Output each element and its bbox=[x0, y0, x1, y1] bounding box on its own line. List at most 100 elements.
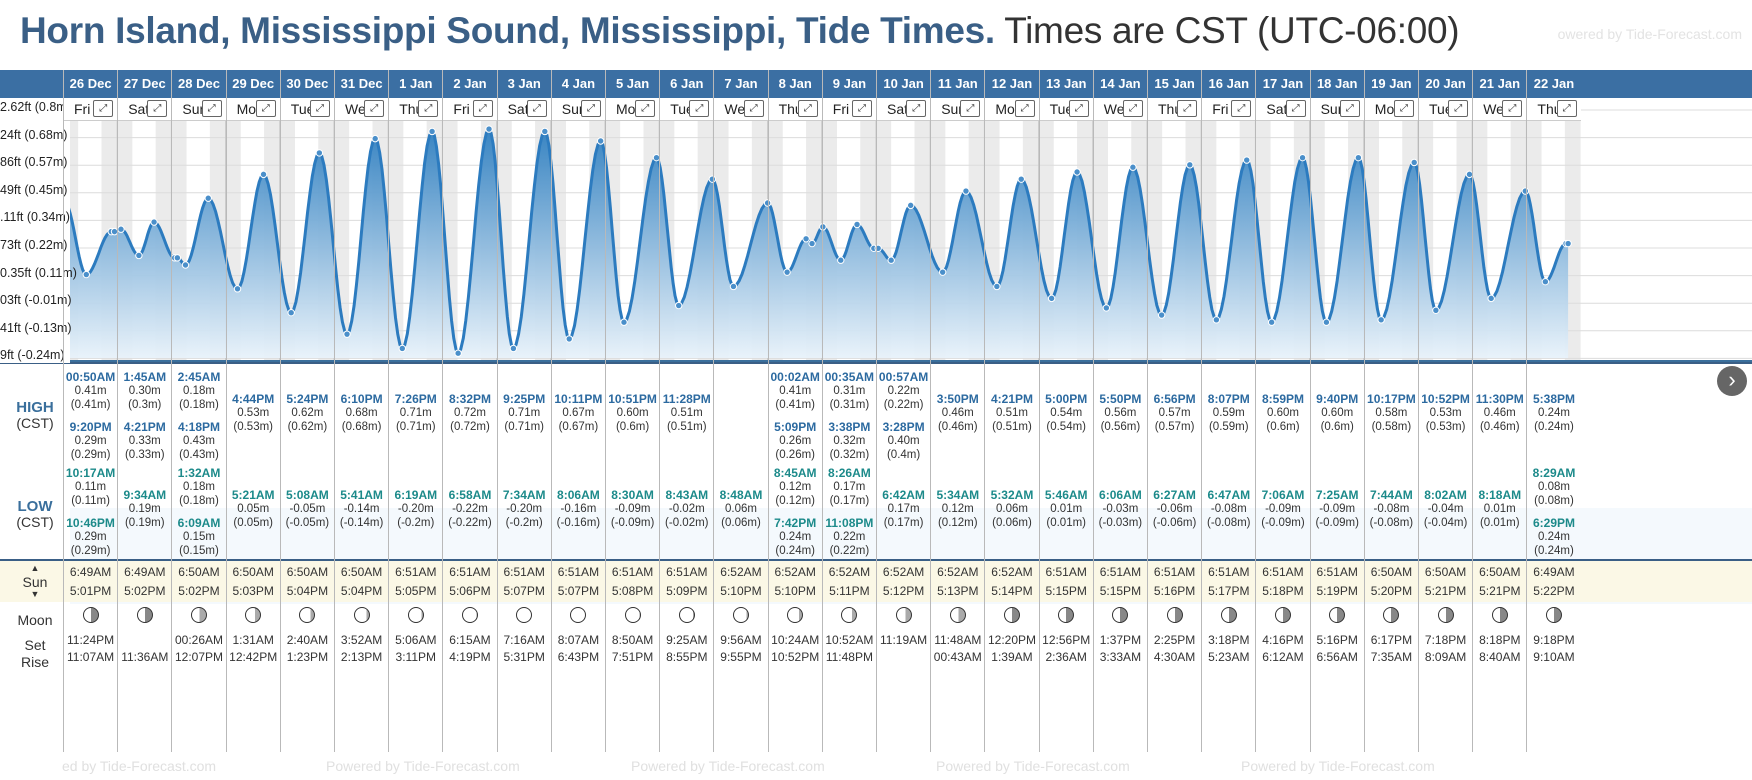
tide-height-alt: (0.17m) bbox=[883, 517, 924, 529]
expand-icon[interactable]: ⤢ bbox=[472, 100, 493, 117]
watermark-text: Powered by Tide-Forecast.com bbox=[631, 758, 825, 774]
day-of-week: Wed ⤢ bbox=[1473, 98, 1527, 121]
tide-height: 0.67m bbox=[562, 407, 595, 419]
sunset-time: 5:09PM bbox=[666, 584, 708, 598]
moon-times: 12:56PM 2:36AM bbox=[1040, 602, 1093, 681]
expand-icon[interactable]: ⤢ bbox=[906, 100, 927, 117]
sun-times: 6:52AM 5:10PM bbox=[769, 561, 822, 605]
tide-time: 7:25AM bbox=[1315, 488, 1359, 502]
expand-icon[interactable]: ⤢ bbox=[635, 100, 656, 117]
tide-point bbox=[808, 239, 816, 248]
expand-icon[interactable]: ⤢ bbox=[1393, 100, 1414, 117]
high-tides: 9:40PM 0.60m (0.6m) bbox=[1311, 370, 1364, 498]
moon-phase-icon bbox=[1545, 607, 1562, 623]
tide-height-alt: (0.01m) bbox=[1479, 517, 1520, 529]
sunset-time: 5:01PM bbox=[69, 584, 112, 598]
moonset-time: 3:18PM bbox=[1208, 633, 1250, 647]
moon-times: 4:16PM 6:12AM bbox=[1256, 602, 1309, 681]
day-column: 27 Dec Sat ⤢ 1:45AM 0.30m (0.3m) 4:21PM 0.33m (0… bbox=[117, 70, 172, 752]
tide-point bbox=[906, 201, 915, 210]
day-column: 10 Jan Sat ⤢ 00:57AM 0.22m (0.22m) 3:28PM 0.40m… bbox=[876, 70, 931, 752]
expand-icon[interactable]: ⤢ bbox=[1448, 100, 1469, 117]
moon-label: Moon bbox=[17, 612, 53, 628]
expand-icon[interactable]: ⤢ bbox=[418, 100, 439, 117]
tide-time: 10:46PM bbox=[66, 516, 115, 530]
sun-times: 6:49AM 5:02PM bbox=[118, 561, 171, 605]
expand-icon[interactable]: ⤢ bbox=[1231, 100, 1252, 117]
tide-height-alt: (0.24m) bbox=[775, 545, 815, 557]
moonrise-time: 4:30AM bbox=[1153, 650, 1196, 664]
tide-height-alt: (0.33m) bbox=[124, 449, 165, 461]
high-tides: 10:52PM 0.53m (0.53m) bbox=[1419, 370, 1472, 498]
tide-entry: 5:21AM 0.05m (0.05m) bbox=[227, 488, 280, 530]
day-column: 15 Jan Thu ⤢ 6:56PM 0.57m (0.57m) 6:27AM -0.06m… bbox=[1147, 70, 1202, 752]
expand-icon[interactable]: ⤢ bbox=[1556, 100, 1577, 117]
high-tides bbox=[714, 370, 767, 476]
expand-icon[interactable]: ⤢ bbox=[93, 100, 114, 117]
tide-height-alt: (0.71m) bbox=[504, 421, 544, 433]
expand-icon[interactable]: ⤢ bbox=[309, 100, 330, 117]
expand-icon[interactable]: ⤢ bbox=[255, 100, 276, 117]
expand-icon[interactable]: ⤢ bbox=[1285, 100, 1306, 117]
tide-time: 2:45AM bbox=[177, 370, 221, 384]
moonset-time: 10:24AM bbox=[771, 633, 820, 647]
tide-point bbox=[675, 301, 683, 310]
expand-icon[interactable]: ⤢ bbox=[526, 100, 547, 117]
moonset-time: 5:06AM bbox=[395, 633, 437, 647]
expand-icon[interactable]: ⤢ bbox=[797, 100, 818, 117]
expand-icon[interactable]: ⤢ bbox=[1177, 100, 1198, 117]
tide-height-alt: (0.18m) bbox=[179, 399, 219, 411]
expand-icon[interactable]: ⤢ bbox=[743, 100, 764, 117]
tide-height-alt: (0.43m) bbox=[179, 449, 219, 461]
tide-point bbox=[82, 270, 91, 279]
expand-icon[interactable]: ⤢ bbox=[960, 100, 981, 117]
tide-entry: 8:45AM 0.12m (0.12m) bbox=[769, 466, 822, 508]
expand-icon[interactable]: ⤢ bbox=[1068, 100, 1089, 117]
moonrise-time: 1:39AM bbox=[991, 650, 1033, 664]
moon-phase-icon bbox=[1383, 607, 1400, 623]
low-tides: 1:32AM 0.18m (0.18m) 6:09AM 0.15m (0.15m) bbox=[172, 466, 225, 575]
high-tides: 10:17PM 0.58m (0.58m) bbox=[1365, 370, 1418, 498]
expand-icon[interactable]: ⤢ bbox=[1122, 100, 1143, 117]
tide-height: -0.20m bbox=[506, 503, 543, 515]
tide-time: 5:08AM bbox=[286, 488, 329, 502]
expand-icon[interactable]: ⤢ bbox=[147, 100, 168, 117]
day-of-week-label: Sun bbox=[1320, 101, 1346, 117]
day-of-week: Wed ⤢ bbox=[714, 98, 768, 121]
expand-icon[interactable]: ⤢ bbox=[1014, 100, 1035, 117]
moon-times: 00:26AM 12:07PM bbox=[172, 602, 225, 681]
day-of-week: Fri ⤢ bbox=[64, 98, 118, 121]
tide-height: 0.01m bbox=[1483, 503, 1516, 515]
expand-icon[interactable]: ⤢ bbox=[580, 100, 601, 117]
expand-icon[interactable]: ⤢ bbox=[364, 100, 385, 117]
low-tides: 7:06AM -0.09m (-0.09m) bbox=[1256, 466, 1309, 597]
tide-height: -0.06m bbox=[1156, 503, 1193, 515]
expand-icon[interactable]: ⤢ bbox=[201, 100, 222, 117]
low-tides: 6:58AM -0.22m (-0.22m) bbox=[443, 466, 496, 597]
expand-icon[interactable]: ⤢ bbox=[851, 100, 872, 117]
sun-times: 6:50AM 5:02PM bbox=[172, 561, 225, 605]
tide-point bbox=[509, 344, 518, 353]
sunrise-time: 6:52AM bbox=[774, 565, 816, 579]
high-tides: 8:32PM 0.72m (0.72m) bbox=[443, 370, 496, 498]
high-label: HIGH bbox=[16, 399, 54, 416]
moonset-time: 3:52AM bbox=[340, 633, 383, 647]
sunset-time: 5:13PM bbox=[937, 584, 979, 598]
tide-height-alt: (0.53m) bbox=[233, 421, 273, 433]
moonrise-time: 1:23PM bbox=[286, 650, 329, 664]
moon-phase-icon bbox=[407, 607, 424, 623]
next-page-button[interactable]: › bbox=[1717, 366, 1747, 396]
day-column: 18 Jan Sun ⤢ 9:40PM 0.60m (0.6m) 7:25AM -0.09m (… bbox=[1309, 70, 1364, 752]
sun-times: 6:49AM 5:22PM bbox=[1527, 561, 1580, 605]
tide-point bbox=[135, 251, 143, 260]
sun-times: 6:51AM 5:06PM bbox=[443, 561, 496, 605]
tide-time: 7:34AM bbox=[502, 488, 546, 502]
tide-point bbox=[428, 127, 436, 136]
moonrise-time: 10:52PM bbox=[771, 650, 820, 664]
expand-icon[interactable]: ⤢ bbox=[1339, 100, 1360, 117]
expand-icon[interactable]: ⤢ bbox=[689, 100, 710, 117]
moonrise-time: 3:33AM bbox=[1099, 650, 1142, 664]
moonset-time: 7:18PM bbox=[1424, 633, 1467, 647]
tide-height-alt: (0.59m) bbox=[1208, 421, 1249, 433]
expand-icon[interactable]: ⤢ bbox=[1502, 100, 1523, 117]
